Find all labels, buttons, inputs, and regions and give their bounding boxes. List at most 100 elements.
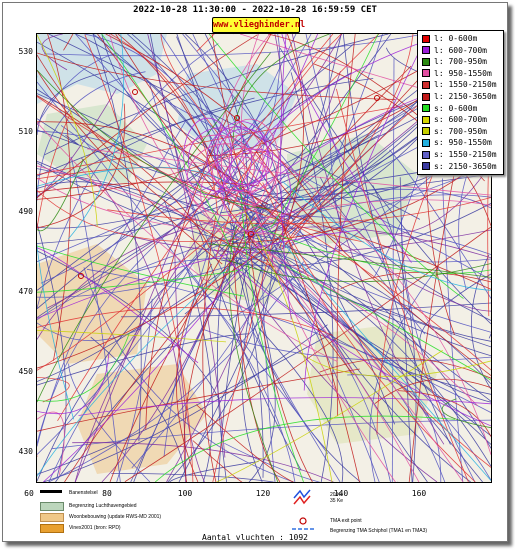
x-tick-label: 120 [255, 489, 271, 498]
legend-item: s: 0-600m [422, 104, 477, 114]
legend-label: l: 1550-2150m [434, 80, 497, 90]
flight-track [37, 307, 333, 336]
flight-track [336, 88, 469, 482]
flight-track [37, 354, 110, 415]
flight-track [280, 34, 292, 320]
holding-loop [183, 117, 233, 195]
holding-loop [187, 127, 252, 192]
legend-item: l: 2150-3650m [422, 92, 497, 102]
legend-swatch [422, 138, 430, 147]
y-tick-label: 530 [18, 47, 33, 56]
flight-track [216, 350, 443, 482]
y-tick-label: 510 [18, 127, 33, 136]
legend-swatch [422, 104, 430, 113]
flight-track [253, 228, 380, 482]
flight-track [37, 69, 223, 265]
flight-track [37, 201, 209, 229]
flight-track [397, 390, 491, 437]
flight-track [244, 226, 491, 259]
flight-track [195, 404, 311, 482]
holding-loop [212, 147, 278, 193]
flight-track [37, 221, 214, 340]
flight-track [37, 159, 84, 232]
legend-item: s: 950-1550m [422, 138, 492, 148]
flight-track [260, 234, 276, 482]
legend-swatch [422, 80, 430, 89]
flight-track [340, 271, 491, 289]
flight-track [258, 327, 344, 482]
flight-track [212, 220, 280, 482]
legend-label: l: 950-1550m [434, 68, 492, 78]
legend-swatch [422, 69, 430, 78]
flight-track [84, 34, 194, 482]
flight-track [235, 188, 491, 218]
airport-boundary-label: Begrenzing Luchthavengebied [69, 503, 137, 509]
holding-loop [214, 121, 269, 187]
flight-track [269, 266, 491, 481]
flight-track [270, 34, 379, 228]
holding-loop [216, 128, 273, 185]
flight-track [37, 178, 226, 263]
flight-track [228, 224, 279, 482]
flight-track [37, 250, 221, 403]
vinex-swatch [40, 524, 64, 533]
flight-track [109, 34, 247, 260]
runway-label: Banenstelsel [69, 490, 98, 496]
flight-track [105, 34, 343, 251]
flight-track [41, 34, 68, 71]
legend-item: l: 600-700m [422, 46, 487, 56]
flight-track [111, 473, 274, 482]
flight-track [216, 34, 271, 211]
flight-track [37, 166, 251, 199]
flight-track [237, 199, 491, 225]
flight-track [230, 221, 361, 482]
tma-boundary-label: Begrenzing TMA Schiphol (TMA1 en TMA3) [330, 528, 428, 534]
flight-track [83, 267, 294, 482]
y-tick-label: 470 [18, 287, 33, 296]
flight-track [238, 34, 319, 222]
flight-track [211, 34, 247, 197]
flight-track [182, 34, 426, 335]
flight-track [391, 58, 395, 482]
legend-item: l: 0-600m [422, 34, 477, 44]
legend-label: l: 0-600m [434, 34, 478, 43]
flight-track [281, 160, 491, 455]
flight-track [64, 65, 412, 482]
vlieghinder-logo[interactable]: www.vlieghinder.nl [212, 17, 305, 33]
flight-track [43, 247, 258, 482]
flight-track [47, 34, 71, 361]
flight-track [87, 148, 491, 196]
flight-track [37, 121, 186, 447]
flight-track [210, 232, 438, 482]
flight-track [90, 336, 187, 482]
flight-track [37, 333, 332, 475]
flight-track [232, 250, 281, 482]
y-tick-label: 450 [18, 367, 33, 376]
flight-track [281, 263, 491, 381]
airport-boundary-swatch [40, 502, 64, 511]
holding-loop [228, 131, 264, 195]
x-tick-label: 100 [177, 489, 193, 498]
flight-track [224, 258, 491, 283]
flight-track [305, 34, 403, 294]
flight-track [37, 329, 227, 343]
flight-track [277, 236, 491, 481]
flight-track [298, 351, 491, 377]
flight-track-map[interactable] [36, 33, 492, 483]
flight-tracks [37, 34, 491, 482]
flight-track [37, 54, 275, 268]
flight-track [132, 194, 491, 272]
flight-track [185, 266, 296, 482]
holding-loop [206, 126, 270, 192]
flight-track [37, 41, 256, 182]
flight-track [110, 34, 218, 215]
flight-track [251, 238, 464, 482]
legend-swatch [422, 92, 430, 101]
flight-track [281, 204, 491, 312]
legend-label: s: 950-1550m [434, 138, 492, 148]
flight-track [37, 332, 130, 402]
flight-count: Aantal vluchten : 1092 [202, 533, 308, 542]
flight-track [240, 180, 304, 482]
flight-track [148, 82, 341, 482]
flight-track [37, 52, 271, 403]
